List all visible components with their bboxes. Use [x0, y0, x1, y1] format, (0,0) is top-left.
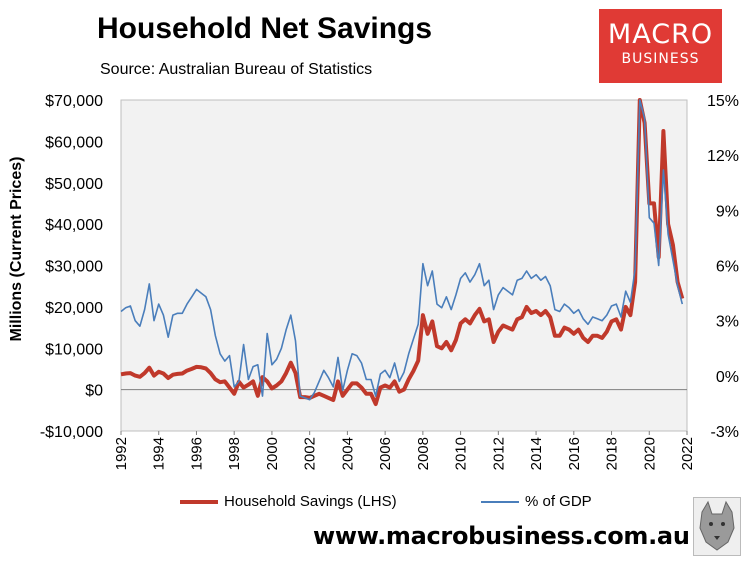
y2-tick-label: 0% — [716, 369, 739, 386]
y-tick-label: $30,000 — [45, 259, 103, 276]
legend-item-gdp: % of GDP — [481, 493, 592, 510]
plot-area — [120, 99, 688, 432]
series-layer — [120, 98, 685, 407]
x-axis-ticks: 1992 1994 1996 1998 2000 2002 2004 2006 2008 2010… — [113, 431, 696, 470]
legend-label-savings: Household Savings (LHS) — [224, 493, 397, 510]
x-tick-label: 2020 — [641, 437, 658, 470]
website-url: www.macrobusiness.com.au — [313, 522, 690, 550]
macrobusiness-logo: MACRO BUSINESS — [599, 9, 722, 83]
y2-tick-label: 3% — [716, 314, 739, 331]
x-tick-label: 1996 — [188, 437, 205, 470]
y-tick-label: $40,000 — [45, 217, 103, 234]
y-axis-ticks: -$10,000 $0 $10,000 $20,000 $30,000 $40,000 $5… — [40, 93, 103, 441]
x-tick-label: 2002 — [302, 437, 319, 470]
y-tick-label: $50,000 — [45, 176, 103, 193]
series-line-household-savings — [120, 98, 685, 407]
legend-label-gdp: % of GDP — [525, 493, 592, 510]
y-tick-label: $70,000 — [45, 93, 103, 110]
y2-tick-label: -3% — [711, 424, 739, 441]
x-tick-label: 2006 — [377, 437, 394, 470]
logo-line-1: MACRO — [607, 19, 714, 50]
x-tick-label: 1994 — [151, 437, 168, 470]
x-tick-label: 2022 — [679, 437, 696, 470]
wolf-mascot-icon — [693, 497, 741, 556]
y2-tick-label: 15% — [707, 93, 739, 110]
chart-title: Household Net Savings — [97, 12, 433, 45]
logo-line-2: BUSINESS — [621, 51, 700, 67]
x-tick-label: 1992 — [113, 437, 130, 470]
x-tick-label: 2000 — [264, 437, 281, 470]
x-tick-label: 2012 — [490, 437, 507, 470]
legend-swatch-savings — [180, 499, 218, 504]
y2-tick-label: 9% — [716, 203, 739, 220]
x-tick-label: 2018 — [604, 437, 621, 470]
x-tick-label: 2004 — [339, 437, 356, 470]
y-tick-label: $0 — [85, 383, 103, 400]
y-tick-label: -$10,000 — [40, 424, 103, 441]
y-tick-label: $60,000 — [45, 134, 103, 151]
x-tick-label: 2008 — [415, 437, 432, 470]
y2-axis-ticks: -3% 0% 3% 6% 9% 12% 15% — [707, 93, 739, 441]
x-tick-label: 2014 — [528, 437, 545, 470]
legend-swatch-gdp — [481, 500, 519, 503]
y2-tick-label: 12% — [707, 148, 739, 165]
y2-tick-label: 6% — [716, 259, 739, 276]
x-tick-label: 2010 — [453, 437, 470, 470]
series-line-gdp-percent — [120, 99, 684, 401]
chart-svg: -$10,000 $0 $10,000 $20,000 $30,000 $40,000 $5… — [40, 93, 739, 470]
x-tick-label: 2016 — [566, 437, 583, 470]
chart-subtitle: Source: Australian Bureau of Statistics — [100, 61, 373, 78]
legend-item-savings: Household Savings (LHS) — [180, 493, 397, 510]
y-tick-label: $10,000 — [45, 341, 103, 358]
x-tick-label: 1998 — [226, 437, 243, 470]
y-tick-label: $20,000 — [45, 300, 103, 317]
